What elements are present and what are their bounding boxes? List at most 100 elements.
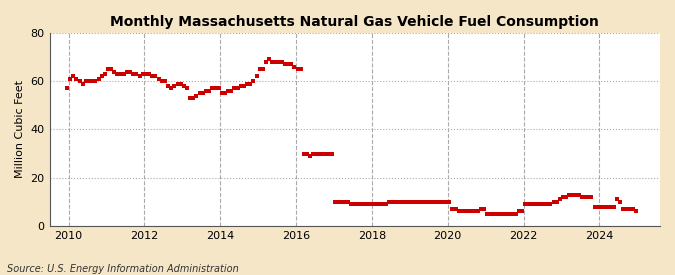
Point [308, 151, 319, 156]
Point [276, 60, 287, 64]
Point [447, 207, 458, 211]
Point [226, 89, 237, 93]
Point [431, 200, 442, 204]
Point [437, 200, 448, 204]
Point [589, 204, 600, 209]
Point [279, 62, 290, 67]
Point [289, 65, 300, 69]
Point [178, 84, 189, 88]
Point [375, 202, 385, 206]
Point [435, 200, 446, 204]
Point [150, 74, 161, 79]
Point [618, 207, 628, 211]
Point [463, 209, 474, 214]
Point [355, 202, 366, 206]
Point [330, 200, 341, 204]
Point [140, 72, 151, 76]
Point [422, 200, 433, 204]
Point [358, 202, 369, 206]
Point [548, 200, 559, 204]
Point [78, 81, 88, 86]
Point [200, 89, 211, 93]
Point [554, 197, 565, 202]
Point [286, 62, 296, 67]
Point [305, 154, 316, 158]
Point [570, 192, 581, 197]
Point [74, 79, 85, 83]
Point [273, 60, 284, 64]
Point [115, 72, 126, 76]
Point [87, 79, 98, 83]
Point [526, 202, 537, 206]
Point [336, 200, 347, 204]
Point [608, 204, 619, 209]
Point [191, 94, 202, 98]
Point [93, 76, 104, 81]
Point [217, 91, 227, 95]
Point [605, 204, 616, 209]
Point [68, 74, 79, 79]
Point [529, 202, 540, 206]
Point [371, 202, 382, 206]
Point [545, 202, 556, 206]
Point [245, 81, 256, 86]
Point [621, 207, 632, 211]
Point [415, 200, 426, 204]
Point [409, 200, 420, 204]
Point [163, 84, 173, 88]
Point [144, 72, 155, 76]
Point [118, 72, 129, 76]
Point [368, 202, 379, 206]
Point [406, 200, 416, 204]
Point [182, 86, 192, 91]
Point [501, 212, 512, 216]
Title: Monthly Massachusetts Natural Gas Vehicle Fuel Consumption: Monthly Massachusetts Natural Gas Vehicl… [110, 15, 599, 29]
Point [172, 81, 183, 86]
Point [185, 96, 196, 100]
Point [472, 209, 483, 214]
Point [612, 197, 622, 202]
Point [460, 209, 470, 214]
Point [593, 204, 603, 209]
Point [504, 212, 514, 216]
Point [450, 207, 461, 211]
Point [71, 76, 82, 81]
Point [561, 195, 572, 199]
Point [207, 86, 217, 91]
Point [315, 151, 325, 156]
Point [157, 79, 167, 83]
Point [242, 81, 252, 86]
Point [384, 200, 395, 204]
Point [387, 200, 398, 204]
Point [627, 207, 638, 211]
Point [485, 212, 495, 216]
Point [106, 67, 117, 71]
Point [321, 151, 331, 156]
Point [131, 72, 142, 76]
Point [65, 76, 76, 81]
Point [580, 195, 591, 199]
Point [333, 200, 344, 204]
Point [403, 200, 414, 204]
Point [343, 200, 354, 204]
Point [296, 67, 306, 71]
Point [454, 209, 464, 214]
Point [507, 212, 518, 216]
Point [223, 89, 234, 93]
Point [377, 202, 388, 206]
Point [381, 202, 392, 206]
Point [176, 81, 186, 86]
Point [456, 209, 467, 214]
Point [396, 200, 407, 204]
Point [475, 207, 486, 211]
Point [169, 84, 180, 88]
Point [394, 200, 404, 204]
Point [61, 86, 72, 91]
Point [159, 79, 170, 83]
Point [352, 202, 363, 206]
Point [317, 151, 328, 156]
Point [390, 200, 401, 204]
Point [488, 212, 499, 216]
Point [97, 74, 107, 79]
Point [418, 200, 429, 204]
